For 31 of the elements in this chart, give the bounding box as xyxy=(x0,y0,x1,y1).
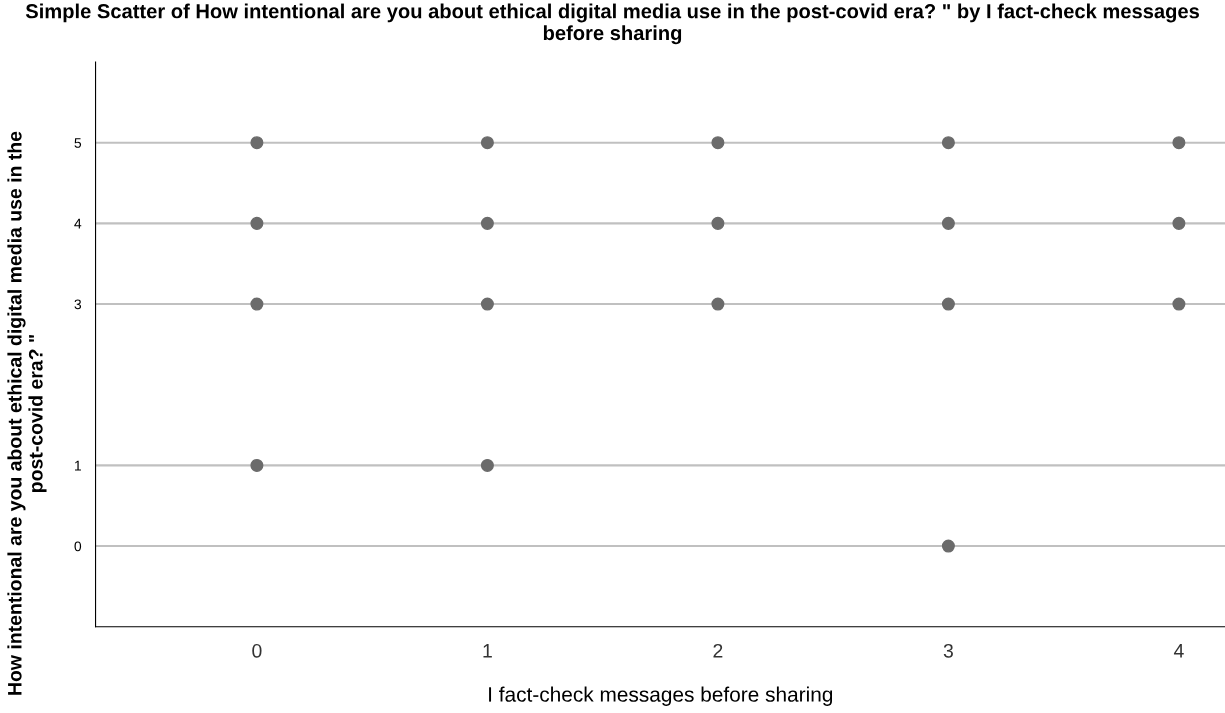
y-tick-label: 1 xyxy=(75,460,81,471)
point xyxy=(941,136,955,150)
point xyxy=(711,136,725,150)
point xyxy=(480,216,494,230)
chart-title: Simple Scatter of How intentional are you about ethical digital media use in the post-covid era? " by I fact-check messages before sharing xyxy=(25,3,1199,45)
x-tick-label: 0 xyxy=(252,643,262,658)
point xyxy=(1172,216,1186,230)
point xyxy=(480,458,494,472)
point xyxy=(941,297,955,311)
x-axis-title: I fact-check messages before sharing xyxy=(489,686,833,706)
y-tick-label: 0 xyxy=(74,541,82,552)
point xyxy=(250,297,264,311)
point xyxy=(1172,136,1186,150)
point xyxy=(250,458,264,472)
y-tick-label: 3 xyxy=(74,299,82,310)
point xyxy=(941,216,955,230)
point xyxy=(941,539,955,553)
x-tick-label: 1 xyxy=(483,644,492,658)
y-tick-label: 4 xyxy=(74,218,82,229)
point xyxy=(711,297,725,311)
point xyxy=(480,297,494,311)
point xyxy=(250,136,264,150)
x-tick-label: 2 xyxy=(713,643,723,658)
point xyxy=(480,136,494,150)
point xyxy=(1172,297,1186,311)
point xyxy=(250,216,264,230)
y-tick-label: 5 xyxy=(74,138,82,148)
y-axis-title: How intentional are you about ethical digital media use in the post-covid era? " xyxy=(7,131,47,695)
point xyxy=(711,216,725,230)
x-tick-label: 4 xyxy=(1173,644,1184,658)
x-tick-label: 3 xyxy=(943,643,953,658)
